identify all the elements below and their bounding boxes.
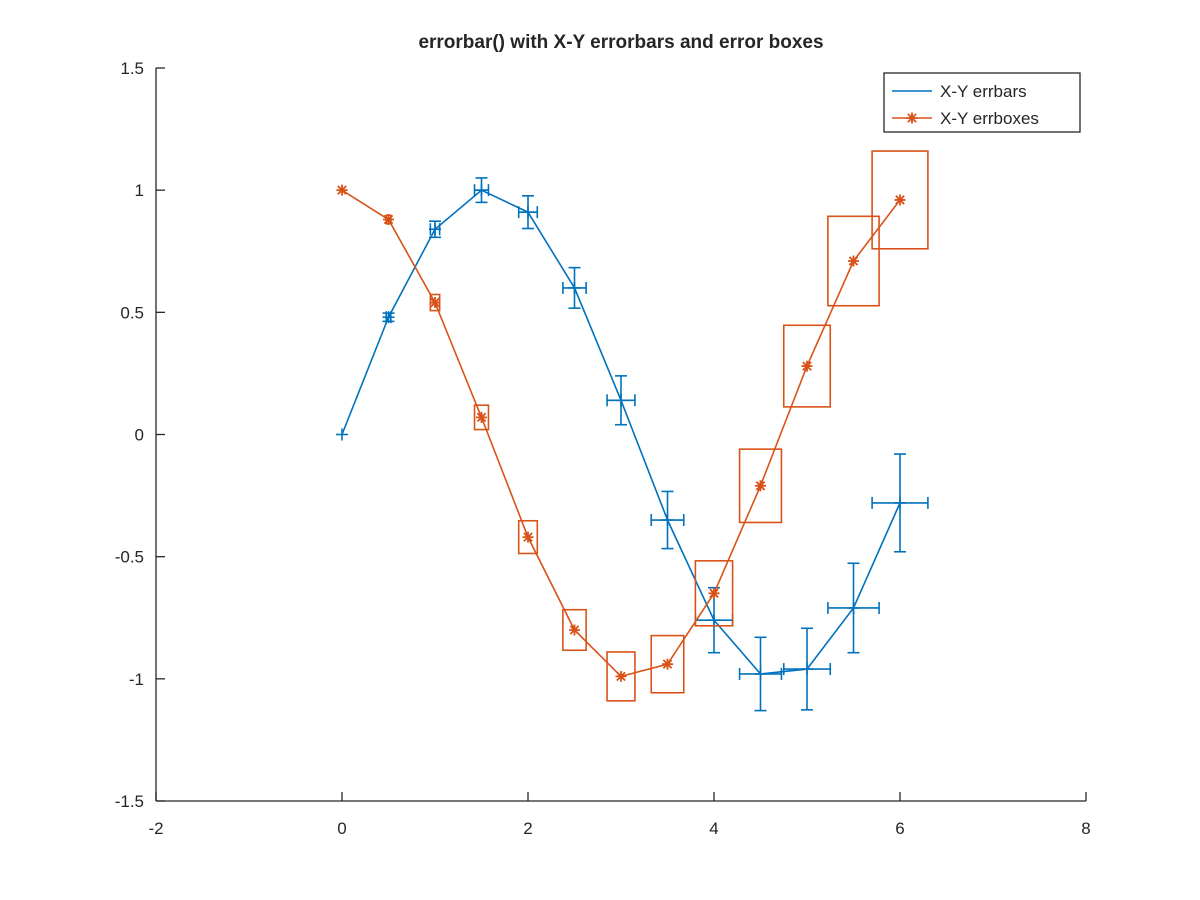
legend-item: X-Y errbars bbox=[892, 82, 1027, 101]
data-point-marker bbox=[429, 297, 441, 309]
y-tick-label: -1.5 bbox=[115, 792, 144, 811]
error-box bbox=[606, 651, 636, 702]
x-tick-label: 2 bbox=[523, 819, 532, 838]
x-tick-label: 6 bbox=[895, 819, 904, 838]
y-tick-label: -0.5 bbox=[115, 548, 144, 567]
x-tick-label: -2 bbox=[148, 819, 163, 838]
error-box bbox=[738, 448, 783, 524]
legend[interactable]: X-Y errbars X-Y errboxes bbox=[883, 72, 1081, 133]
legend-label: X-Y errboxes bbox=[940, 109, 1039, 128]
error-box bbox=[871, 150, 929, 250]
y-tick-label: 1 bbox=[135, 181, 144, 200]
data-point-marker bbox=[801, 360, 813, 372]
series-xy-errboxes bbox=[336, 150, 929, 702]
x-tick-label: 8 bbox=[1081, 819, 1090, 838]
data-point-marker bbox=[522, 531, 534, 543]
error-box bbox=[694, 560, 734, 627]
data-point-marker bbox=[662, 658, 673, 670]
data-point-marker bbox=[906, 112, 918, 124]
data-point-marker bbox=[615, 670, 627, 682]
x-tick-label: 0 bbox=[337, 819, 346, 838]
x-tick-label: 4 bbox=[709, 819, 718, 838]
legend-label: X-Y errbars bbox=[940, 82, 1027, 101]
data-point-marker bbox=[569, 624, 580, 636]
error-box bbox=[562, 608, 587, 652]
data-point-marker bbox=[848, 255, 859, 267]
chart-title: errorbar() with X-Y errorbars and error … bbox=[418, 32, 823, 53]
error-box bbox=[782, 324, 832, 408]
data-point-marker bbox=[708, 587, 720, 599]
error-box bbox=[650, 634, 685, 694]
legend-item: X-Y errboxes bbox=[892, 109, 1039, 128]
y-tick-label: -1 bbox=[129, 670, 144, 689]
y-tick-label: 0 bbox=[135, 426, 144, 445]
data-point-marker bbox=[336, 184, 348, 196]
axes: -2 0 2 4 6 8 -1.5 -1 -0.5 0 0.5 1 1.5 bbox=[115, 59, 1091, 838]
data-point-marker bbox=[476, 411, 487, 423]
y-tick-label: 0.5 bbox=[120, 303, 144, 322]
error-box bbox=[827, 215, 880, 307]
error-box bbox=[473, 404, 490, 431]
data-point-marker bbox=[755, 480, 766, 492]
data-point-marker bbox=[383, 213, 394, 225]
y-tick-label: 1.5 bbox=[120, 59, 144, 78]
plot-area bbox=[336, 150, 929, 712]
error-box bbox=[517, 519, 539, 555]
data-point-marker bbox=[894, 194, 906, 206]
legend-box bbox=[883, 72, 1081, 133]
